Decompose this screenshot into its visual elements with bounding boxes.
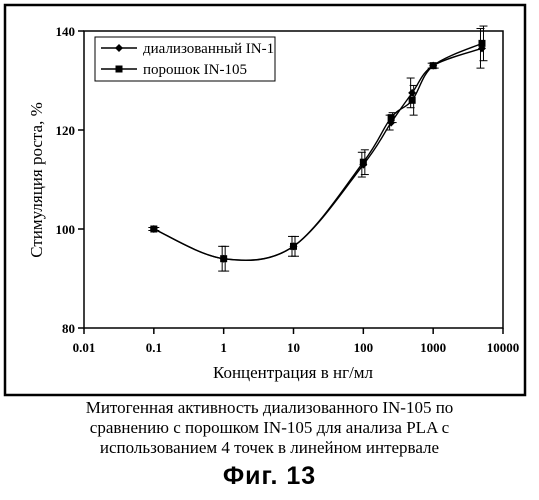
y-axis-tick-labels: 80 100 120 140 — [56, 24, 76, 336]
caption-line-3: использованием 4 точек в линейном интерв… — [0, 438, 539, 458]
x-tick-label: 1 — [220, 340, 227, 355]
data-point-square — [290, 243, 297, 250]
caption-line-2: сравнению с порошком IN-105 для анализа … — [0, 418, 539, 438]
data-point-square — [409, 97, 416, 104]
y-tick-label: 120 — [56, 123, 76, 138]
data-point-square — [430, 62, 437, 69]
data-point-square — [220, 255, 227, 262]
x-tick-label: 100 — [354, 340, 374, 355]
mitogenic-activity-chart: 0.01 0.1 1 10 100 1000 10000 80 100 120 140 Стиму… — [0, 0, 539, 400]
y-axis-ticks — [78, 31, 84, 328]
y-tick-label: 100 — [56, 222, 76, 237]
y-axis-title: Стимуляция роста, % — [27, 102, 46, 258]
figure-label: Фиг. 13 — [0, 462, 539, 491]
data-point-square — [150, 226, 157, 233]
data-point-square — [388, 114, 395, 121]
legend-label-powder: порошок IN-105 — [143, 62, 247, 78]
legend-marker-square-icon — [116, 66, 123, 73]
y-tick-label: 140 — [56, 24, 76, 39]
y-tick-label: 80 — [62, 321, 75, 336]
data-point-square — [360, 159, 367, 166]
x-axis-ticks — [84, 328, 503, 334]
caption-line-1: Митогенная активность диализованного IN-… — [0, 398, 539, 418]
x-tick-label: 10000 — [487, 340, 520, 355]
legend-label-dialyzed: диализованный IN-1 — [143, 41, 274, 57]
figure-caption: Митогенная активность диализованного IN-… — [0, 398, 539, 458]
data-point-square — [478, 40, 485, 47]
x-tick-label: 1000 — [420, 340, 446, 355]
x-tick-label: 10 — [287, 340, 300, 355]
x-axis-tick-labels: 0.01 0.1 1 10 100 1000 10000 — [73, 340, 520, 355]
x-axis-title: Концентрация в нг/мл — [213, 363, 374, 382]
x-tick-label: 0.1 — [146, 340, 162, 355]
x-tick-label: 0.01 — [73, 340, 96, 355]
legend: диализованный IN-1 порошок IN-105 — [95, 37, 275, 81]
